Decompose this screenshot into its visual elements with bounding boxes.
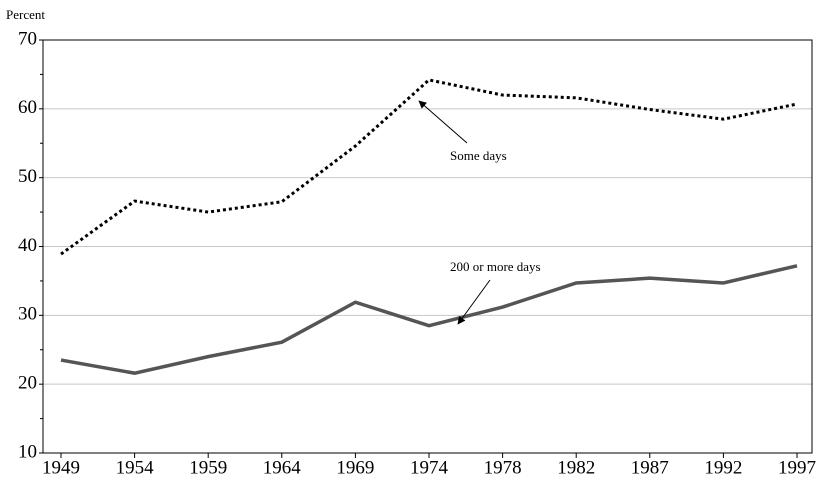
x-tick-label: 1978	[484, 457, 522, 478]
y-tick-label: 10	[18, 441, 37, 462]
y-tick-label: 30	[18, 304, 37, 325]
y-tick-label: 60	[18, 97, 37, 118]
annotation-arrow	[418, 100, 468, 144]
x-tick-label: 1997	[778, 457, 816, 478]
x-tick-label: 1987	[631, 457, 669, 478]
x-tick-label: 1982	[557, 457, 595, 478]
x-tick-label: 1992	[704, 457, 742, 478]
plot-frame	[42, 39, 813, 454]
x-tick-label: 1969	[336, 457, 374, 478]
x-tick-label: 1954	[116, 457, 155, 478]
x-tick-label: 1959	[189, 457, 227, 478]
y-tick-label: 70	[18, 28, 37, 49]
series-annotation: 200 or more days	[450, 259, 541, 274]
annotation-arrow	[457, 279, 491, 325]
y-axis-label: Percent	[6, 7, 45, 22]
series-line	[60, 78, 798, 256]
y-tick-label: 20	[18, 373, 37, 394]
x-tick-label: 1949	[42, 457, 80, 478]
y-tick-label: 50	[18, 166, 37, 187]
x-tick-label: 1974	[410, 457, 449, 478]
series-line	[60, 264, 798, 375]
y-tick-label: 40	[18, 235, 37, 256]
x-tick-label: 1964	[263, 457, 302, 478]
series-annotation: Some days	[450, 148, 507, 163]
